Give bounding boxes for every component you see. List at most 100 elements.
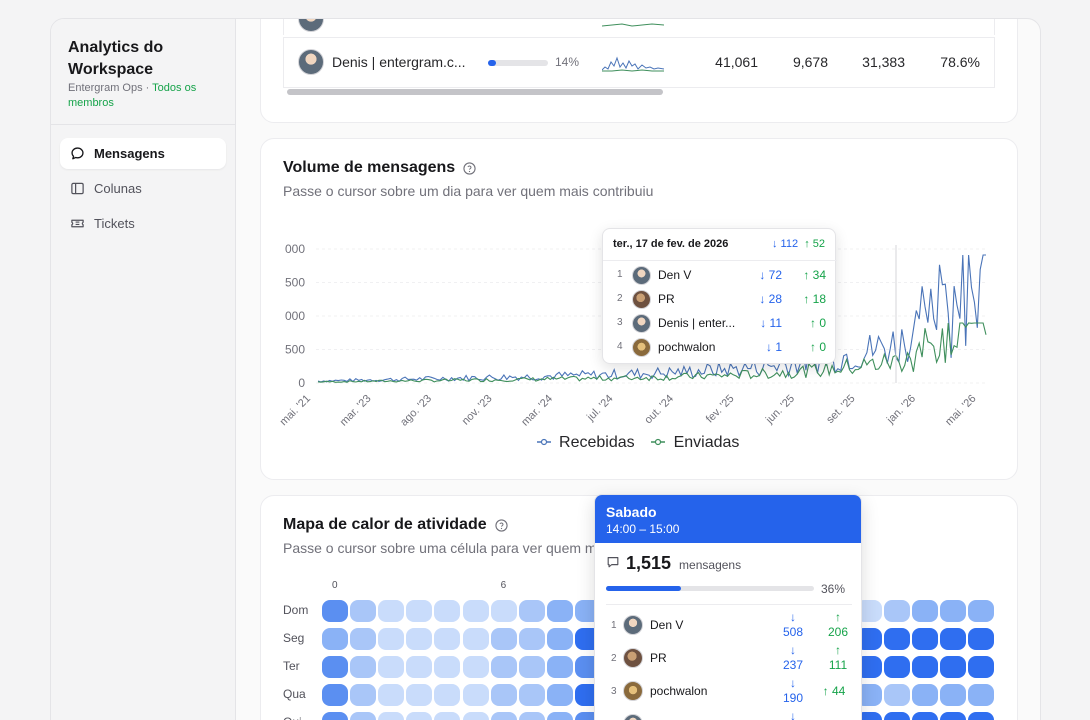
heatmap-cell[interactable] bbox=[968, 600, 995, 622]
rank: 3 bbox=[617, 317, 623, 328]
avatar bbox=[632, 338, 651, 357]
heatmap-cell[interactable] bbox=[350, 684, 377, 706]
heatmap-cell[interactable] bbox=[406, 684, 433, 706]
heatmap-cell[interactable] bbox=[462, 684, 489, 706]
heatmap-cell[interactable] bbox=[574, 712, 601, 720]
heatmap-cell[interactable] bbox=[968, 684, 995, 706]
nav-item-tickets[interactable]: Tickets bbox=[60, 208, 226, 239]
heatmap-cell[interactable] bbox=[968, 712, 995, 720]
heatmap-cell[interactable] bbox=[490, 656, 517, 678]
heatmap-cell[interactable] bbox=[322, 628, 348, 650]
heatmap-cell[interactable] bbox=[378, 684, 405, 706]
heatmap-cell[interactable] bbox=[518, 712, 545, 720]
heatmap-cell[interactable] bbox=[462, 712, 489, 720]
table-row[interactable]: Denis | entergram.c... 14% 41,061 9,678 … bbox=[283, 37, 995, 87]
heatmap-cell[interactable] bbox=[518, 684, 545, 706]
heatmap-cell[interactable] bbox=[884, 684, 910, 706]
tooltip-totals: ↓ 112 ↑ 52 bbox=[772, 238, 825, 250]
heatmap-cell[interactable] bbox=[350, 656, 377, 678]
heatmap-cell[interactable] bbox=[406, 628, 433, 650]
heatmap-cell[interactable] bbox=[912, 656, 939, 678]
heatmap-cell[interactable] bbox=[434, 712, 461, 720]
heatmap-cell[interactable] bbox=[350, 600, 377, 622]
received-count: ↓ 72 bbox=[759, 268, 782, 282]
heatmap-cell[interactable] bbox=[940, 712, 967, 720]
heatmap-cell[interactable] bbox=[884, 600, 910, 622]
heatmap-row-label: Seg bbox=[283, 631, 305, 645]
heatmap-cell[interactable] bbox=[940, 600, 967, 622]
heatmap-cell[interactable] bbox=[912, 684, 939, 706]
heatmap-cell[interactable] bbox=[912, 628, 939, 650]
horizontal-scroll-track[interactable] bbox=[283, 87, 995, 99]
heatmap-cell[interactable] bbox=[434, 656, 461, 678]
heatmap-cell[interactable] bbox=[518, 628, 545, 650]
heatmap-cell[interactable] bbox=[518, 600, 545, 622]
legend-received[interactable]: Recebidas bbox=[536, 434, 639, 451]
heatmap-cell[interactable] bbox=[490, 684, 517, 706]
heatmap-cell[interactable] bbox=[968, 628, 995, 650]
heatmap-cell[interactable] bbox=[884, 712, 910, 720]
tooltip-row: 2 PR ↓ 237 ↑ 111 bbox=[595, 643, 861, 676]
heatmap-cell[interactable] bbox=[884, 656, 910, 678]
heatmap-cell[interactable] bbox=[884, 628, 910, 650]
heatmap-cell[interactable] bbox=[378, 600, 405, 622]
heatmap-cell[interactable] bbox=[855, 712, 882, 720]
heatmap-cell[interactable] bbox=[855, 684, 882, 706]
heatmap-cell[interactable] bbox=[968, 656, 995, 678]
heatmap-cell[interactable] bbox=[546, 628, 573, 650]
legend-sent[interactable]: Enviadas bbox=[651, 434, 743, 451]
heatmap-cell[interactable] bbox=[350, 628, 377, 650]
heatmap-cell[interactable] bbox=[434, 600, 461, 622]
heatmap-cell[interactable] bbox=[462, 628, 489, 650]
horizontal-scrollbar[interactable] bbox=[287, 89, 663, 95]
total-messages: 41,061 bbox=[715, 54, 758, 70]
heatmap-cell[interactable] bbox=[406, 712, 433, 720]
heatmap-cell[interactable] bbox=[462, 656, 489, 678]
sparkline bbox=[602, 56, 664, 72]
received-count: ↓ 11 bbox=[760, 316, 782, 330]
heatmap-cell[interactable] bbox=[940, 628, 967, 650]
help-icon[interactable] bbox=[494, 518, 508, 532]
heatmap-cell[interactable] bbox=[912, 600, 939, 622]
series-line-recebidas[interactable] bbox=[317, 254, 986, 383]
heatmap-cell[interactable] bbox=[322, 656, 348, 678]
heatmap-cell[interactable] bbox=[855, 628, 882, 650]
heatmap-cell[interactable] bbox=[378, 712, 405, 720]
heatmap-cell[interactable] bbox=[490, 600, 517, 622]
heatmap-cell[interactable] bbox=[855, 656, 882, 678]
sent-value: 44 bbox=[831, 684, 846, 698]
heatmap-cell[interactable] bbox=[546, 684, 573, 706]
heatmap-cell[interactable] bbox=[322, 600, 348, 622]
heatmap-cell[interactable] bbox=[378, 628, 405, 650]
heatmap-cell[interactable] bbox=[378, 656, 405, 678]
scope-link[interactable]: Todos os membros bbox=[68, 82, 197, 109]
volume-chart[interactable]: 000 500 000 500 0 mai. '21 mar. '23 ago. '23 nov… bbox=[261, 219, 1018, 429]
nav-item-colunas[interactable]: Colunas bbox=[60, 173, 226, 204]
heatmap-cell[interactable] bbox=[912, 712, 939, 720]
heatmap-cell[interactable] bbox=[490, 628, 517, 650]
heatmap-cell[interactable] bbox=[855, 600, 882, 622]
heatmap-cell[interactable] bbox=[518, 656, 545, 678]
heatmap-row-label: Dom bbox=[283, 603, 309, 617]
heatmap-cell[interactable] bbox=[546, 656, 573, 678]
table-row[interactable] bbox=[283, 19, 995, 35]
heatmap-cell[interactable] bbox=[406, 600, 433, 622]
heatmap-cell[interactable] bbox=[940, 656, 967, 678]
heatmap-cell[interactable] bbox=[406, 656, 433, 678]
heatmap-cell[interactable] bbox=[490, 712, 517, 720]
member-name[interactable]: Denis | entergram.c... bbox=[332, 54, 466, 70]
heatmap-cell[interactable] bbox=[322, 684, 348, 706]
y-tick-label: 0 bbox=[298, 376, 305, 390]
heatmap-cell[interactable] bbox=[940, 684, 967, 706]
tooltip-day: Sabado bbox=[606, 504, 657, 520]
heatmap-cell[interactable] bbox=[434, 684, 461, 706]
heatmap-cell[interactable] bbox=[434, 628, 461, 650]
help-icon[interactable] bbox=[463, 161, 476, 175]
nav-item-mensagens[interactable]: Mensagens bbox=[60, 138, 226, 169]
series-line-enviadas[interactable] bbox=[317, 322, 987, 383]
heatmap-cell[interactable] bbox=[350, 712, 377, 720]
heatmap-cell[interactable] bbox=[322, 712, 348, 720]
heatmap-cell[interactable] bbox=[546, 712, 573, 720]
heatmap-cell[interactable] bbox=[462, 600, 489, 622]
heatmap-cell[interactable] bbox=[546, 600, 573, 622]
